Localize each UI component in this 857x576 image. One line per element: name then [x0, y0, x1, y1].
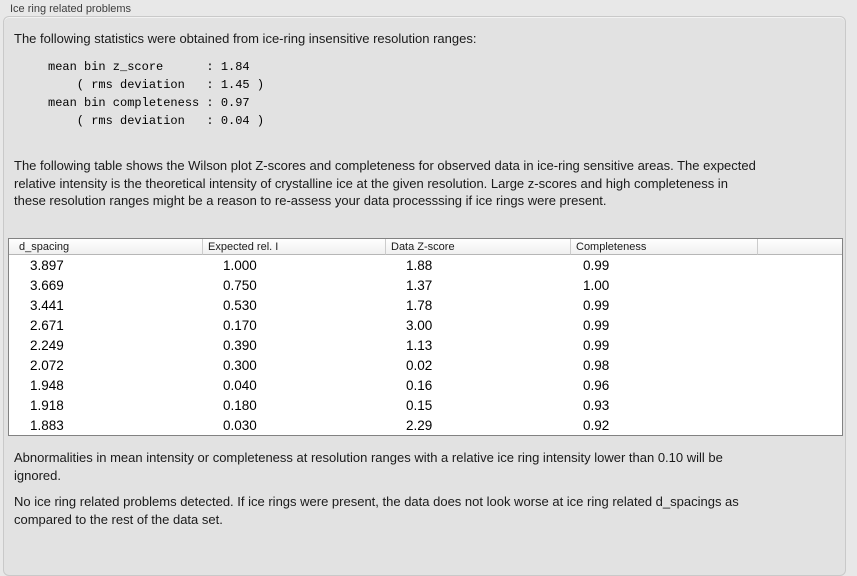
ignore-note-text: Abnormalities in mean intensity or compl…: [14, 450, 723, 483]
table-row[interactable]: 2.249 0.390 1.13 0.99: [9, 335, 842, 355]
cell-data-z-score: 0.16: [406, 377, 433, 393]
cell-d-spacing: 2.249: [30, 337, 64, 353]
table-row[interactable]: 3.897 1.000 1.88 0.99: [9, 255, 842, 275]
cell-filler: [757, 315, 842, 335]
cell-filler: [757, 295, 842, 315]
cell-filler: [757, 275, 842, 295]
column-header-data-z-score[interactable]: Data Z-score: [385, 239, 570, 255]
column-header-filler: [757, 239, 842, 255]
cell-completeness: 0.99: [583, 317, 610, 333]
conclusion-text: No ice ring related problems detected. I…: [14, 494, 739, 527]
table-row[interactable]: 2.671 0.170 3.00 0.99: [9, 315, 842, 335]
table-row[interactable]: 3.669 0.750 1.37 1.00: [9, 275, 842, 295]
cell-filler: [757, 335, 842, 355]
cell-d-spacing: 1.883: [30, 417, 64, 433]
table-row[interactable]: 1.918 0.180 0.15 0.93: [9, 395, 842, 415]
ice-ring-table: d_spacing Expected rel. I Data Z-score C…: [8, 238, 843, 436]
cell-data-z-score: 2.29: [406, 417, 433, 433]
cell-filler: [757, 395, 842, 415]
cell-expected-rel-i: 0.750: [223, 277, 257, 293]
stats-values-block: mean bin z_score : 1.84 ( rms deviation …: [48, 60, 265, 128]
cell-completeness: 0.99: [583, 257, 610, 273]
cell-data-z-score: 0.15: [406, 397, 433, 413]
cell-filler: [757, 375, 842, 395]
cell-data-z-score: 3.00: [406, 317, 433, 333]
cell-completeness: 0.98: [583, 357, 610, 373]
cell-expected-rel-i: 0.040: [223, 377, 257, 393]
cell-d-spacing: 2.671: [30, 317, 64, 333]
cell-completeness: 1.00: [583, 277, 610, 293]
table-row[interactable]: 3.441 0.530 1.78 0.99: [9, 295, 842, 315]
cell-expected-rel-i: 0.530: [223, 297, 257, 313]
cell-data-z-score: 0.02: [406, 357, 433, 373]
cell-expected-rel-i: 1.000: [223, 257, 257, 273]
table-description-text: The following table shows the Wilson plo…: [14, 158, 756, 208]
table-row[interactable]: 2.072 0.300 0.02 0.98: [9, 355, 842, 375]
cell-expected-rel-i: 0.390: [223, 337, 257, 353]
table-header-row: d_spacing Expected rel. I Data Z-score C…: [9, 239, 842, 255]
cell-expected-rel-i: 0.180: [223, 397, 257, 413]
table-row[interactable]: 1.883 0.030 2.29 0.92: [9, 415, 842, 435]
cell-completeness: 0.99: [583, 337, 610, 353]
cell-data-z-score: 1.37: [406, 277, 433, 293]
cell-data-z-score: 1.88: [406, 257, 433, 273]
cell-d-spacing: 3.897: [30, 257, 64, 273]
cell-completeness: 0.93: [583, 397, 610, 413]
cell-completeness: 0.96: [583, 377, 610, 393]
cell-filler: [757, 255, 842, 275]
table-row[interactable]: 1.948 0.040 0.16 0.96: [9, 375, 842, 395]
cell-data-z-score: 1.78: [406, 297, 433, 313]
cell-d-spacing: 3.441: [30, 297, 64, 313]
cell-d-spacing: 3.669: [30, 277, 64, 293]
cell-expected-rel-i: 0.170: [223, 317, 257, 333]
stats-intro-text: The following statistics were obtained f…: [14, 31, 477, 46]
cell-d-spacing: 2.072: [30, 357, 64, 373]
cell-completeness: 0.99: [583, 297, 610, 313]
cell-filler: [757, 355, 842, 375]
column-header-completeness[interactable]: Completeness: [570, 239, 757, 255]
cell-completeness: 0.92: [583, 417, 610, 433]
column-header-d-spacing[interactable]: d_spacing: [9, 239, 202, 255]
ice-ring-panel: { "panel": { "title": "Ice ring related …: [3, 3, 846, 576]
cell-d-spacing: 1.918: [30, 397, 64, 413]
cell-filler: [757, 415, 842, 435]
column-header-expected-rel-i[interactable]: Expected rel. I: [202, 239, 385, 255]
cell-expected-rel-i: 0.300: [223, 357, 257, 373]
cell-data-z-score: 1.13: [406, 337, 433, 353]
cell-d-spacing: 1.948: [30, 377, 64, 393]
groupbox-title: Ice ring related problems: [10, 3, 132, 15]
cell-expected-rel-i: 0.030: [223, 417, 257, 433]
